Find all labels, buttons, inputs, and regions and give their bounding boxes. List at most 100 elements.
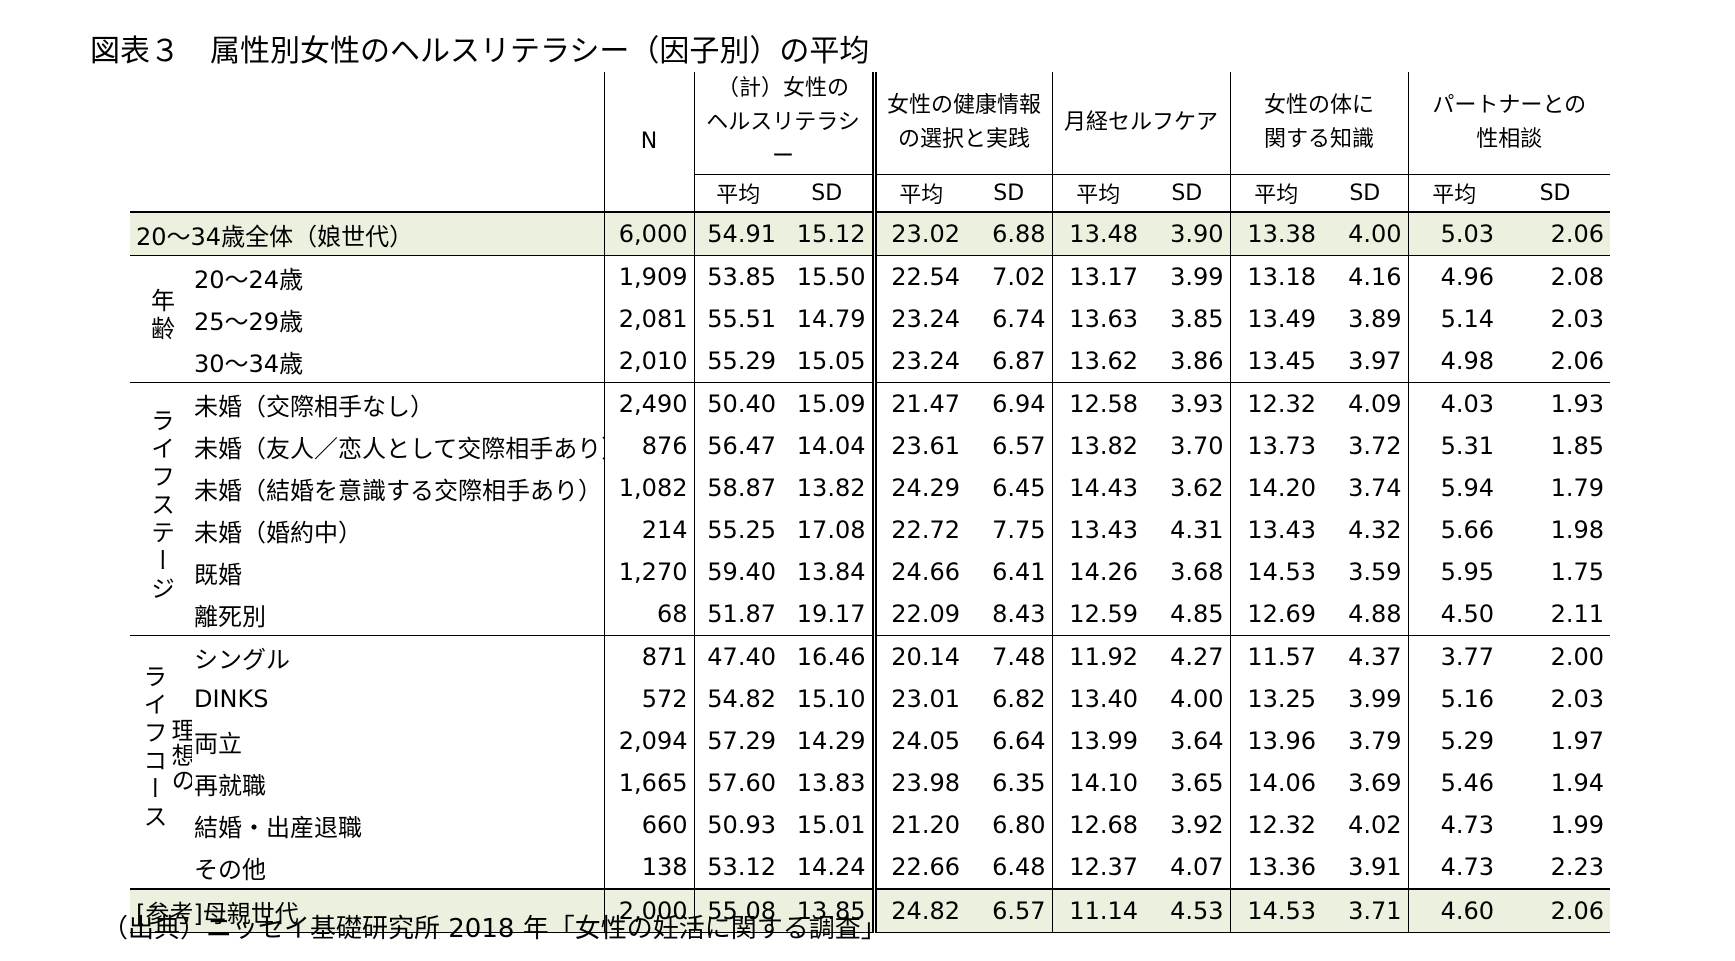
cell-sd: 4.31 xyxy=(1170,516,1224,544)
cell-mean: 22.66 xyxy=(871,846,966,889)
cell-mean: 24.66 xyxy=(871,551,966,593)
lifecourse-category: ライフコース 理想の xyxy=(130,635,192,889)
cell-mean: 13.82 xyxy=(1051,425,1145,467)
cell-n: 214 xyxy=(603,509,694,551)
cell-n: 660 xyxy=(603,804,694,846)
cell-sd: 6.41 xyxy=(992,558,1046,586)
cell-mean: 55.51 xyxy=(693,298,782,340)
header-mean: 平均 xyxy=(1051,174,1145,213)
cell-sd: 3.70 xyxy=(1170,432,1224,460)
cell-sd: 3.62 xyxy=(1170,474,1224,502)
cell-mean: 51.87 xyxy=(693,593,782,636)
cell-mean: 13.43 xyxy=(1051,509,1145,551)
cell-n: 1,270 xyxy=(603,551,694,593)
cell-sd: 6.74 xyxy=(992,305,1046,333)
cell-mean: 23.24 xyxy=(871,340,966,383)
cell-mean: 54.82 xyxy=(693,678,782,720)
cell-sd: 4.07 xyxy=(1170,853,1224,881)
cell-sd: 3.90 xyxy=(1144,211,1231,256)
cell-mean: 14.26 xyxy=(1051,551,1145,593)
cell-sd: 4.00 xyxy=(1170,685,1224,713)
cell-mean: 22.54 xyxy=(871,255,966,298)
cell-mean: 5.14 xyxy=(1407,298,1501,340)
cell-sd: 3.91 xyxy=(1348,853,1402,881)
table-row: 両立 2,094 57.29 14.29 24.05 6.64 13.99 3.64 13.96… xyxy=(130,720,1610,762)
header-mean: 平均 xyxy=(1229,174,1323,213)
cell-sd: 2.06 xyxy=(1500,211,1611,256)
cell-sd: 15.01 xyxy=(796,811,866,839)
row-label: 30～34歳 xyxy=(194,349,304,378)
cell-n: 2,081 xyxy=(603,298,694,340)
cell-sd: 14.24 xyxy=(796,853,866,881)
cell-sd: 1.93 xyxy=(1500,382,1611,425)
cell-n: 876 xyxy=(603,425,694,467)
table-row: 未婚（友人／恋人として交際相手あり） 876 56.47 14.04 23.61 6.57… xyxy=(130,425,1610,467)
cell-mean: 13.36 xyxy=(1229,846,1323,889)
cell-sd: 17.08 xyxy=(796,516,866,544)
table-row: 25～29歳 2,081 55.51 14.79 23.24 6.74 13.63 3.85 1… xyxy=(130,298,1610,340)
table-row: 未婚（結婚を意識する交際相手あり） 1,082 58.87 13.82 24.29 6.4… xyxy=(130,467,1610,509)
cell-n: 68 xyxy=(603,593,694,636)
cell-sd: 15.50 xyxy=(782,255,874,298)
cell-mean: 13.40 xyxy=(1051,678,1145,720)
cell-sd: 1.79 xyxy=(1550,474,1605,502)
cell-mean: 53.12 xyxy=(693,846,782,889)
table-row: ライフステージ 未婚（交際相手なし） 2,490 50.40 15.09 21.47 6.9… xyxy=(130,382,1611,636)
cell-sd: 1.75 xyxy=(1550,558,1605,586)
cell-sd: 4.09 xyxy=(1322,382,1409,425)
header-mean: 平均 xyxy=(871,174,966,213)
cell-sd: 3.69 xyxy=(1348,769,1402,797)
cell-sd: 3.99 xyxy=(1144,255,1231,298)
cell-mean: 13.63 xyxy=(1051,298,1145,340)
cell-sd: 4.00 xyxy=(1322,211,1409,256)
header-sd: SD xyxy=(966,174,1053,213)
cell-mean: 13.43 xyxy=(1229,509,1323,551)
cell-mean: 24.05 xyxy=(871,720,966,762)
cell-mean: 4.96 xyxy=(1407,255,1501,298)
table-row: 結婚・出産退職 660 50.93 15.01 21.20 6.80 12.68 3.92 12… xyxy=(130,804,1610,846)
category-label: 年齢 xyxy=(146,288,175,344)
cell-sd: 6.94 xyxy=(966,382,1053,425)
header-sd: SD xyxy=(782,174,874,213)
row-label: 結婚・出産退職 xyxy=(194,813,362,842)
cell-sd: 2.06 xyxy=(1500,888,1611,933)
cell-mean: 58.87 xyxy=(693,467,782,509)
cell-sd: 1.94 xyxy=(1550,769,1605,797)
table-row: 年齢 20～24歳 1,909 53.85 15.50 22.54 7.02 13.17 3.9… xyxy=(130,255,1611,383)
cell-mean: 3.77 xyxy=(1407,635,1501,678)
age-category: 年齢 xyxy=(130,255,192,383)
row-label: 20～34歳全体（娘世代） xyxy=(130,211,604,256)
cell-mean: 13.17 xyxy=(1051,255,1145,298)
table-row: DINKS 572 54.82 15.10 23.01 6.82 13.40 4.00 13.2… xyxy=(130,678,1610,720)
cell-mean: 21.20 xyxy=(871,804,966,846)
cell-mean: 4.60 xyxy=(1407,888,1501,933)
cell-sd: 14.79 xyxy=(796,305,866,333)
cell-mean: 11.57 xyxy=(1229,635,1323,678)
cell-mean: 13.18 xyxy=(1229,255,1323,298)
cell-mean: 14.06 xyxy=(1229,762,1323,804)
cell-mean: 12.59 xyxy=(1051,593,1145,636)
cell-mean: 53.85 xyxy=(693,255,782,298)
cell-mean: 55.08 xyxy=(693,888,782,933)
cell-mean: 4.73 xyxy=(1407,846,1501,889)
cell-sd: 3.89 xyxy=(1348,305,1402,333)
row-label: 20～24歳 xyxy=(192,255,604,298)
cell-sd: 6.87 xyxy=(992,347,1046,375)
cell-sd: 13.82 xyxy=(796,474,866,502)
cell-mean: 5.31 xyxy=(1407,425,1501,467)
cell-sd: 13.84 xyxy=(796,558,866,586)
cell-sd: 3.92 xyxy=(1170,811,1224,839)
cell-sd: 7.48 xyxy=(966,635,1053,678)
cell-sd: 4.37 xyxy=(1322,635,1409,678)
cell-mean: 13.73 xyxy=(1229,425,1323,467)
figure-title: 図表３ 属性別女性のヘルスリテラシー（因子別）の平均 xyxy=(90,34,870,69)
cell-sd: 15.09 xyxy=(782,382,874,425)
row-label: 既婚 xyxy=(194,560,242,589)
cell-sd: 6.64 xyxy=(992,727,1046,755)
cell-sd: 2.06 xyxy=(1550,347,1605,375)
cell-sd: 3.68 xyxy=(1170,558,1224,586)
cell-sd: 4.53 xyxy=(1144,888,1231,933)
cell-mean: 23.02 xyxy=(871,211,966,256)
cell-sd: 4.88 xyxy=(1348,600,1402,628)
cell-mean: 14.53 xyxy=(1229,888,1323,933)
